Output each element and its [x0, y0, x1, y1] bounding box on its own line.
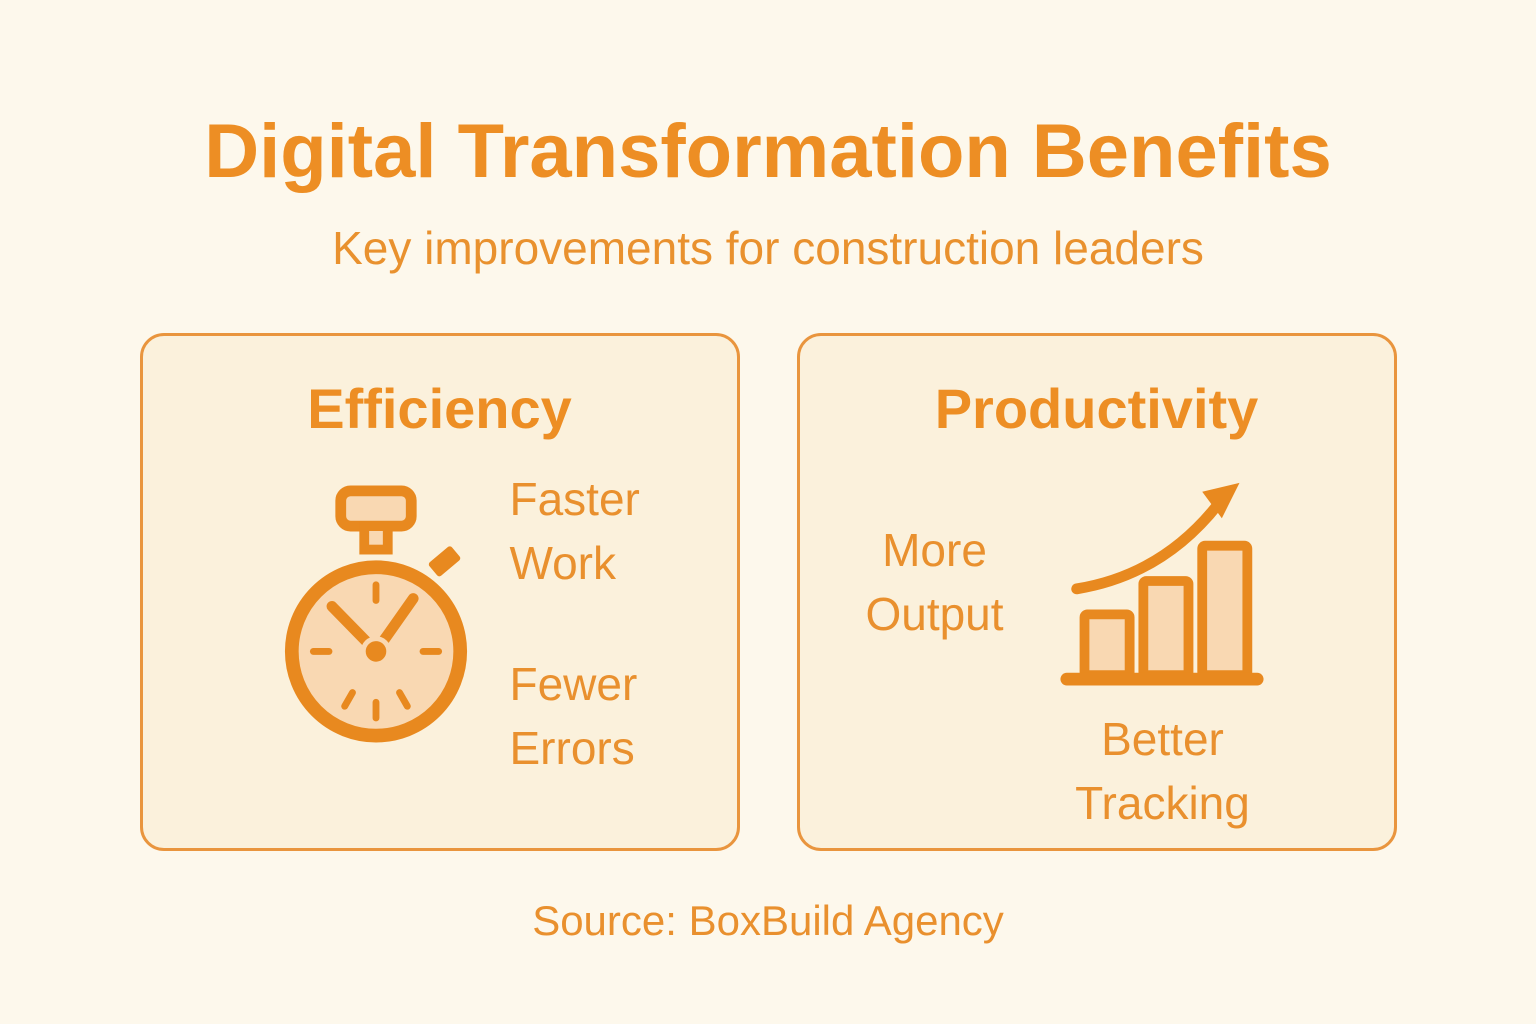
page-subtitle: Key improvements for construction leader… [332, 222, 1204, 274]
card-efficiency-body: Faster Work Fewer Errors [143, 467, 737, 781]
benefit-label-better-tracking: Better Tracking [1075, 713, 1250, 830]
card-productivity: Productivity More Output [796, 333, 1397, 851]
card-efficiency-labels: Faster Work Fewer Errors [510, 467, 688, 781]
card-productivity-body: More Output [800, 469, 1394, 695]
source-caption: Source: BoxBuild Agency [532, 897, 1004, 944]
benefit-cards: Efficiency [0, 333, 1536, 851]
card-efficiency-title: Efficiency [307, 377, 572, 440]
benefit-label-faster-work: Faster Work [509, 473, 640, 590]
page-title: Digital Transformation Benefits [204, 109, 1332, 194]
benefit-label-more-output: More Output [865, 523, 1004, 640]
stopwatch-icon [278, 483, 474, 765]
benefit-label-fewer-errors: Fewer Errors [509, 657, 638, 775]
card-productivity-title: Productivity [934, 377, 1259, 440]
card-efficiency: Efficiency [139, 333, 740, 851]
bar-chart-growth-icon [1059, 469, 1265, 695]
